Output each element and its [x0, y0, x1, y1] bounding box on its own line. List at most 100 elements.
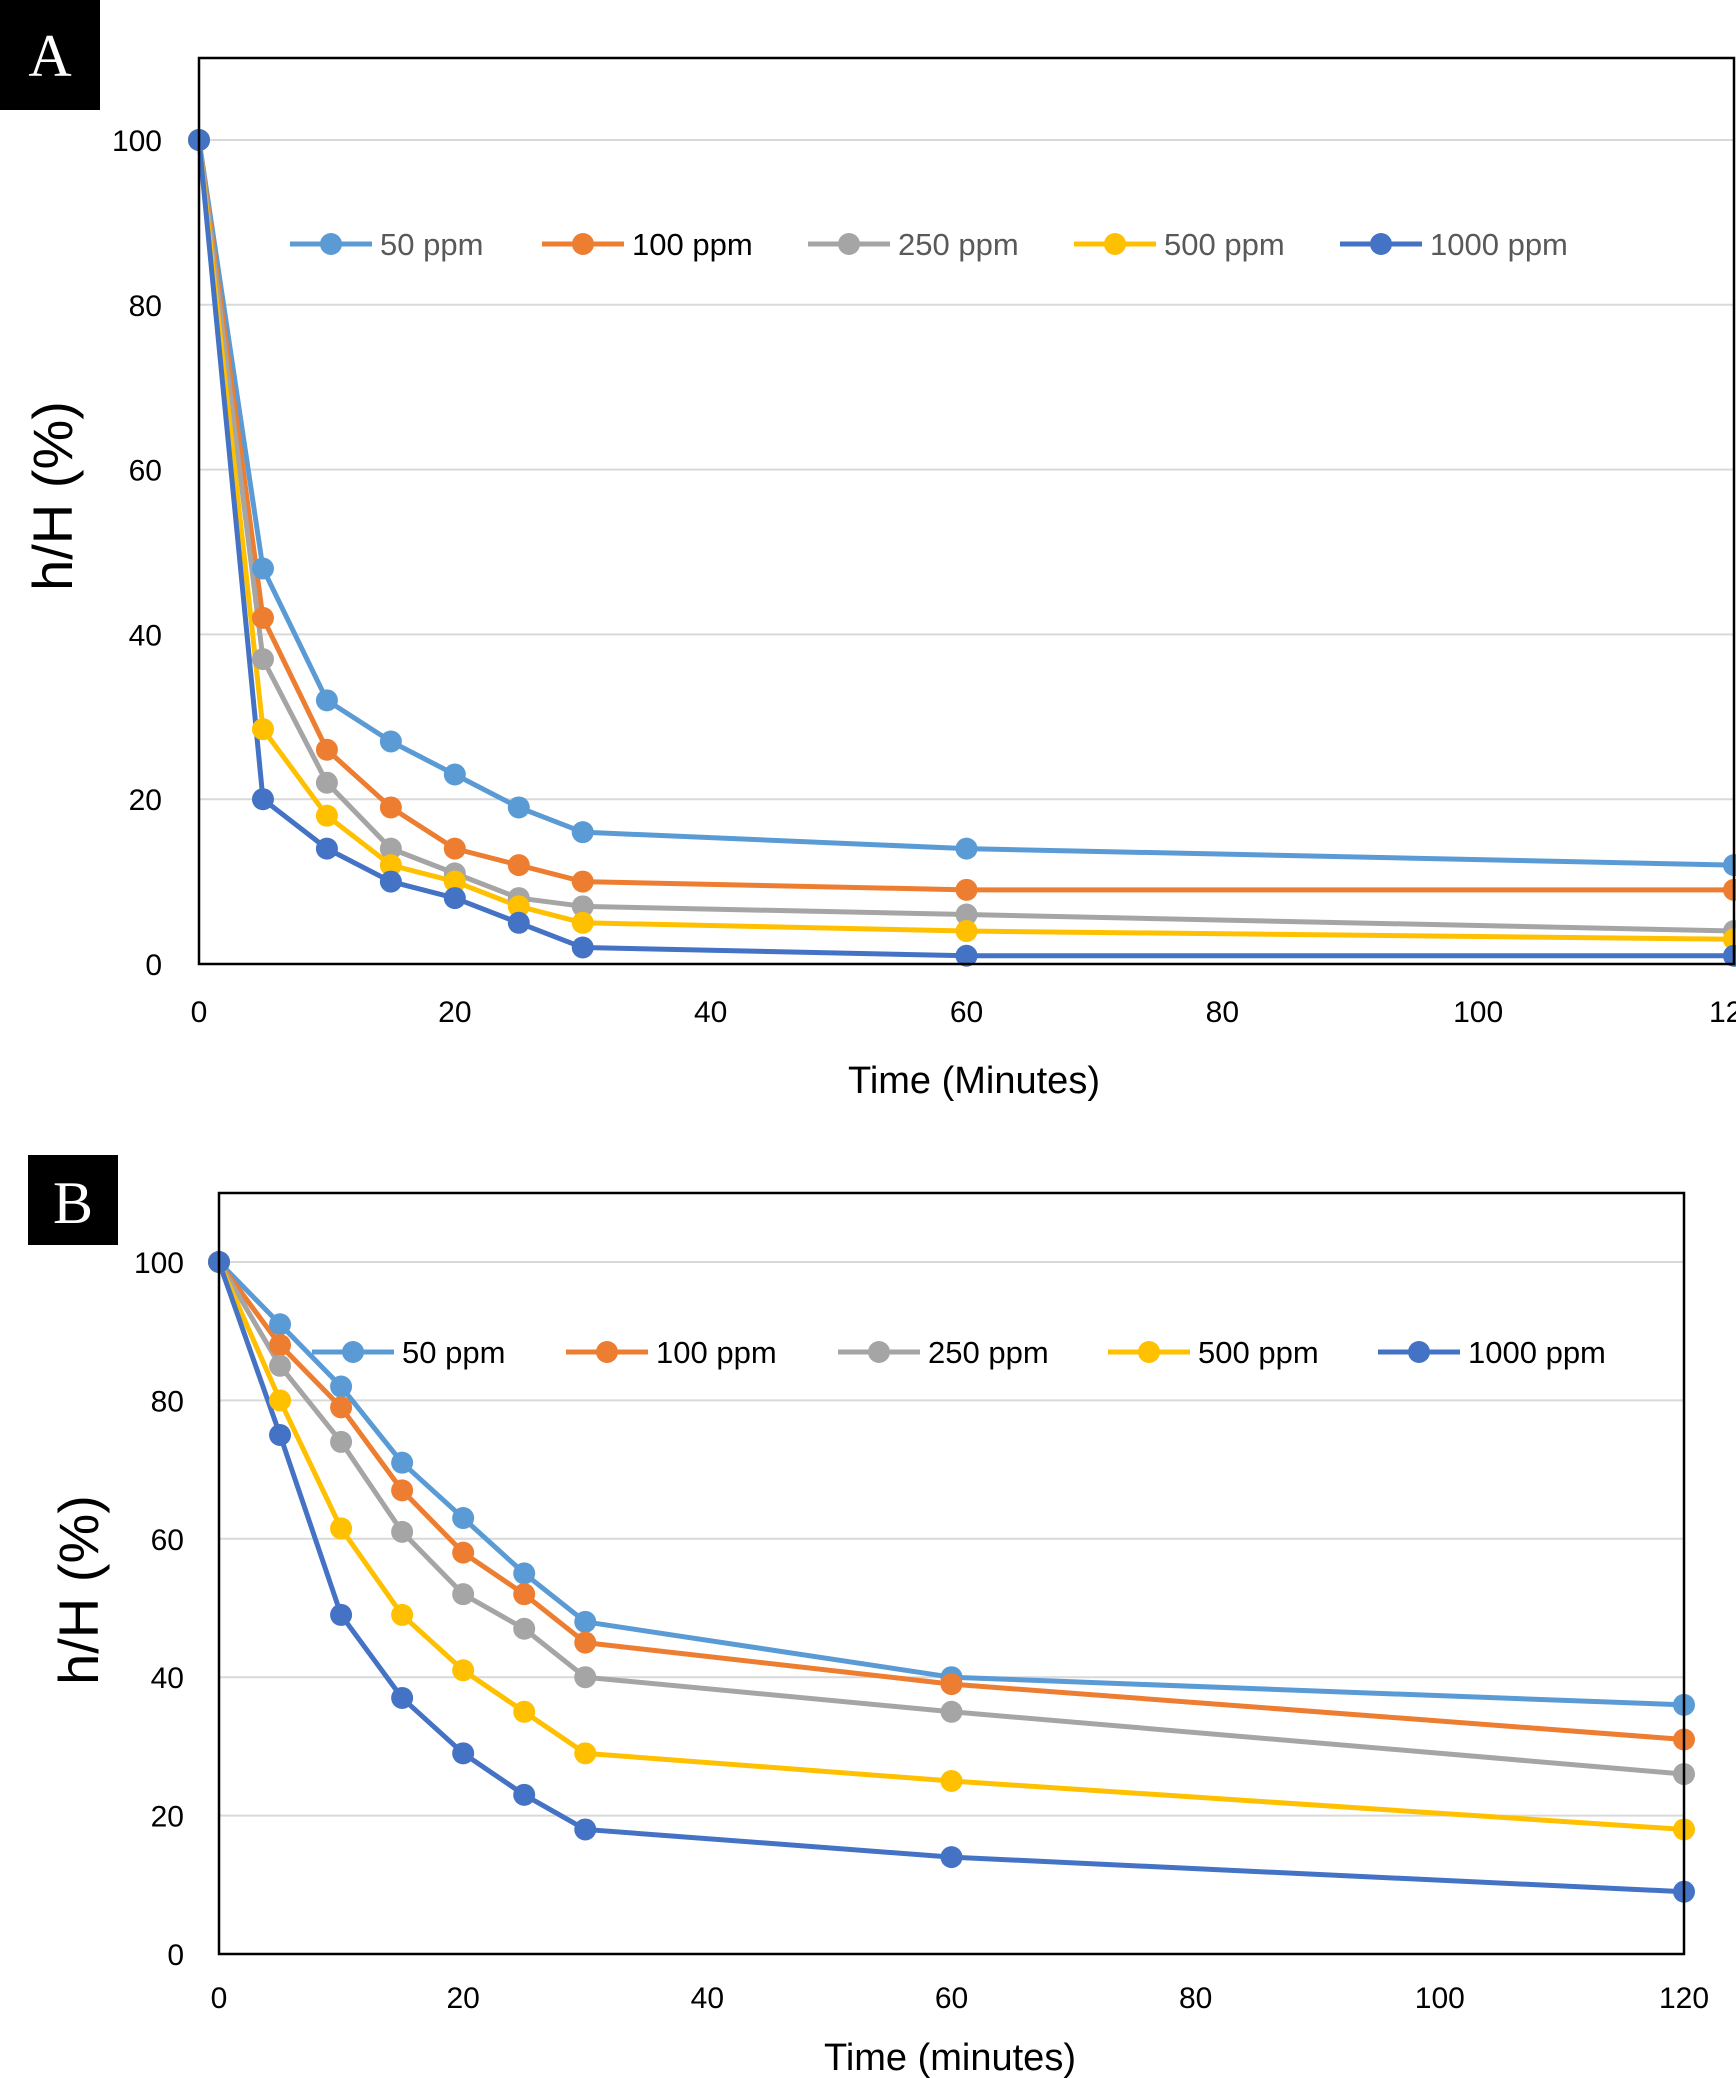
x-tick-label: 40: [694, 996, 727, 1029]
legend-label: 100 ppm: [656, 1335, 777, 1370]
data-point-250-ppm: [955, 903, 978, 926]
legend-swatch-marker: [342, 1341, 364, 1363]
data-point-500-ppm: [955, 920, 978, 943]
legend-swatch-marker: [1408, 1341, 1430, 1363]
data-point-250-ppm: [571, 895, 594, 918]
x-tick-label: 100: [1415, 1982, 1465, 2015]
data-point-250-ppm: [330, 1430, 353, 1453]
data-point-100-ppm: [955, 878, 978, 901]
data-point-50-ppm: [571, 821, 594, 844]
data-point-250-ppm: [269, 1354, 292, 1377]
series-line-50-ppm: [217, 1260, 1685, 1708]
data-point-250-ppm: [452, 1583, 475, 1606]
data-point-100-ppm: [452, 1541, 475, 1564]
data-point-1000-ppm: [513, 1783, 536, 1806]
data-point-250-ppm: [379, 837, 402, 860]
data-point-1000-ppm: [507, 911, 530, 934]
data-point-500-ppm: [513, 1700, 536, 1723]
legend-swatch-marker: [320, 233, 342, 255]
panel-a-letter-box: [0, 0, 100, 110]
data-point-50-ppm: [513, 1562, 536, 1585]
legend-swatch-marker: [1104, 233, 1126, 255]
legend-label: 500 ppm: [1164, 227, 1285, 262]
y-tick-label: 100: [112, 125, 162, 158]
panel-a-y-ticks: 0 20 40 60 80 100: [112, 125, 162, 982]
legend-label: 50 ppm: [402, 1335, 505, 1370]
data-point-50-ppm: [574, 1610, 597, 1633]
y-tick-label: 60: [151, 1524, 184, 1557]
panel-a-data-points: [188, 129, 1736, 967]
data-point-1000-ppm: [315, 837, 338, 860]
y-tick-label: 40: [129, 619, 162, 652]
x-tick-label: 40: [691, 1982, 724, 2015]
data-point-1000-ppm: [379, 870, 402, 893]
panel-b-x-axis-label: Time (minutes): [824, 2037, 1076, 2078]
y-tick-label: 20: [151, 1801, 184, 1834]
panel-a-y-axis-label: h/H (%): [21, 401, 84, 591]
data-point-1000-ppm: [452, 1742, 475, 1765]
data-point-50-ppm: [955, 837, 978, 860]
data-point-100-ppm: [251, 606, 274, 629]
data-point-50-ppm: [507, 796, 530, 819]
data-point-500-ppm: [574, 1742, 597, 1765]
legend-swatch-marker: [596, 1341, 618, 1363]
panel-b-x-ticks: 0 20 40 60 80 100 120: [211, 1982, 1709, 2015]
data-point-500-ppm: [452, 1659, 475, 1682]
x-tick-label: 0: [211, 1982, 228, 2015]
panel-b-legend: 50 ppm 100 ppm 250 ppm 500 ppm 1000 ppm: [312, 1335, 1606, 1370]
panel-a-series-lines: [196, 139, 1735, 959]
data-point-250-ppm: [574, 1666, 597, 1689]
panel-b-y-axis-label: h/H (%): [47, 1495, 110, 1685]
panel-a-chart: A 0 20 40 60 80 100 0 20 40 60 80 100 120 Time (Min…: [0, 0, 1736, 1102]
x-tick-label: 20: [438, 996, 471, 1029]
legend-label: 100 ppm: [632, 227, 753, 262]
data-point-50-ppm: [452, 1507, 475, 1530]
data-point-100-ppm: [443, 837, 466, 860]
data-point-250-ppm: [513, 1617, 536, 1640]
y-tick-label: 80: [129, 290, 162, 323]
data-point-50-ppm: [269, 1313, 292, 1336]
x-tick-label: 60: [935, 1982, 968, 2015]
data-point-500-ppm: [571, 911, 594, 934]
panel-a-x-ticks: 0 20 40 60 80 100 120: [191, 996, 1736, 1029]
legend-swatch-marker: [1138, 1341, 1160, 1363]
data-point-500-ppm: [251, 718, 274, 741]
data-point-50-ppm: [315, 689, 338, 712]
data-point-100-ppm: [315, 738, 338, 761]
x-tick-label: 80: [1179, 1982, 1212, 2015]
data-point-1000-ppm: [269, 1424, 292, 1446]
data-point-100-ppm: [574, 1631, 597, 1654]
data-point-500-ppm: [940, 1770, 963, 1792]
panel-b-y-ticks: 0 20 40 60 80 100: [134, 1247, 184, 1972]
data-point-1000-ppm: [330, 1603, 353, 1626]
x-tick-label: 0: [191, 996, 208, 1029]
x-tick-label: 120: [1659, 1982, 1709, 2015]
data-point-100-ppm: [379, 796, 402, 819]
data-point-500-ppm: [391, 1603, 414, 1626]
x-tick-label: 60: [950, 996, 983, 1029]
panel-b-plot-frame: [217, 1191, 1686, 1956]
data-point-50-ppm: [251, 557, 274, 580]
legend-label: 1000 ppm: [1468, 1335, 1606, 1370]
data-point-1000-ppm: [571, 936, 594, 959]
data-point-500-ppm: [443, 870, 466, 893]
y-tick-label: 60: [129, 455, 162, 488]
data-point-500-ppm: [315, 804, 338, 827]
x-tick-label: 100: [1453, 996, 1503, 1029]
legend-label: 1000 ppm: [1430, 227, 1568, 262]
data-point-500-ppm: [269, 1389, 292, 1412]
data-point-1000-ppm: [443, 887, 466, 910]
data-point-500-ppm: [330, 1517, 353, 1540]
data-point-50-ppm: [330, 1375, 353, 1398]
data-point-100-ppm: [269, 1334, 292, 1357]
data-point-250-ppm: [315, 771, 338, 794]
data-point-100-ppm: [391, 1479, 414, 1502]
legend-label: 250 ppm: [928, 1335, 1049, 1370]
data-point-1000-ppm: [391, 1686, 414, 1709]
y-tick-label: 100: [134, 1247, 184, 1280]
panel-a-x-axis-label: Time (Minutes): [848, 1060, 1100, 1102]
y-tick-label: 0: [167, 1939, 184, 1972]
data-point-1000-ppm: [940, 1846, 963, 1869]
data-point-500-ppm: [507, 895, 530, 918]
